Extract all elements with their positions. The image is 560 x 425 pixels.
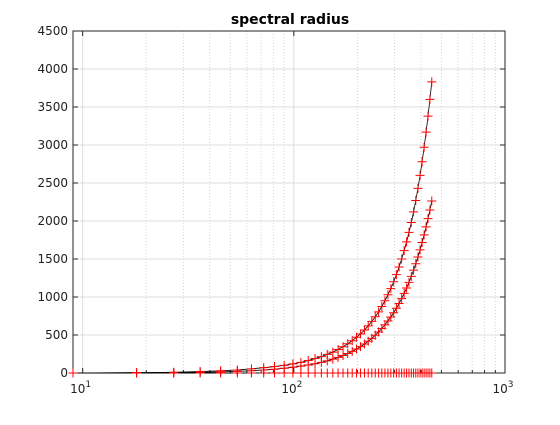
data-point	[195, 368, 205, 378]
data-point	[347, 346, 357, 356]
data-point	[322, 356, 332, 366]
data-point	[415, 170, 425, 180]
data-point	[417, 238, 427, 248]
data-point	[409, 265, 419, 275]
data-point	[423, 214, 433, 224]
data-point	[333, 344, 343, 354]
data-point	[216, 368, 226, 378]
y-tick-label: 2000	[37, 214, 68, 228]
chart-title: spectral radius	[231, 12, 349, 28]
data-point	[391, 303, 401, 313]
data-point	[404, 277, 414, 287]
data-point	[411, 259, 421, 269]
data-point	[404, 227, 414, 237]
data-point	[406, 218, 416, 228]
data-point	[380, 296, 390, 306]
data-point	[338, 351, 348, 361]
y-tick-label: 500	[45, 328, 68, 342]
data-point	[259, 368, 269, 378]
data-point	[421, 222, 431, 232]
data-point	[232, 368, 242, 378]
data-point	[421, 127, 431, 137]
series-2	[68, 196, 437, 378]
data-point	[411, 195, 421, 205]
data-point	[246, 368, 256, 378]
x-tick-label: 103	[492, 380, 513, 396]
data-point	[419, 230, 429, 240]
data-point	[425, 94, 435, 104]
data-point	[409, 207, 419, 217]
data-point	[402, 283, 412, 293]
data-point	[343, 349, 353, 359]
data-point	[383, 290, 393, 300]
data-point	[397, 254, 407, 264]
data-point	[288, 368, 298, 378]
data-point	[363, 321, 373, 331]
data-point	[338, 342, 348, 352]
data-point	[394, 299, 404, 309]
data-point	[68, 368, 78, 378]
y-tick-label: 1000	[37, 290, 68, 304]
data-point	[413, 183, 423, 193]
data-point	[399, 288, 409, 298]
y-tick-label: 3000	[37, 138, 68, 152]
data-point	[169, 368, 179, 378]
series-1	[68, 77, 437, 378]
data-point	[399, 246, 409, 256]
data-point	[132, 368, 142, 378]
data-point	[279, 368, 289, 378]
data-point	[402, 237, 412, 247]
data-point	[316, 357, 326, 367]
data-point	[356, 329, 366, 339]
data-point	[394, 262, 404, 272]
data-point	[328, 354, 338, 364]
data-point	[351, 344, 361, 354]
data-point	[270, 368, 280, 378]
y-tick-label: 2500	[37, 176, 68, 190]
y-tick-label: 4500	[37, 24, 68, 38]
data-point	[397, 294, 407, 304]
data-point	[391, 270, 401, 280]
y-tick-label: 1500	[37, 252, 68, 266]
data-point	[423, 111, 433, 121]
y-tick-label: 4000	[37, 62, 68, 76]
data-point	[333, 352, 343, 362]
series-3	[68, 368, 437, 378]
x-tick-label: 101	[70, 380, 91, 396]
data-point	[367, 316, 377, 326]
x-tick-label: 102	[281, 380, 302, 396]
data-point	[406, 271, 416, 281]
data-point	[427, 368, 437, 378]
data-point	[303, 360, 313, 370]
data-point	[417, 157, 427, 167]
data-point	[377, 302, 387, 311]
data-point	[386, 284, 396, 294]
y-tick-label: 3500	[37, 100, 68, 114]
data-point	[310, 359, 320, 369]
data-point	[374, 307, 384, 317]
data-point	[413, 252, 423, 262]
data-point	[425, 205, 435, 215]
x-minor-grid	[72, 31, 496, 373]
data-point	[419, 142, 429, 152]
data-point	[359, 325, 369, 335]
data-point	[415, 245, 425, 255]
data-point	[370, 312, 380, 322]
data-point	[389, 277, 399, 287]
data-point	[427, 196, 437, 206]
y-tick-label: 0	[60, 366, 68, 380]
data-point	[427, 77, 437, 87]
